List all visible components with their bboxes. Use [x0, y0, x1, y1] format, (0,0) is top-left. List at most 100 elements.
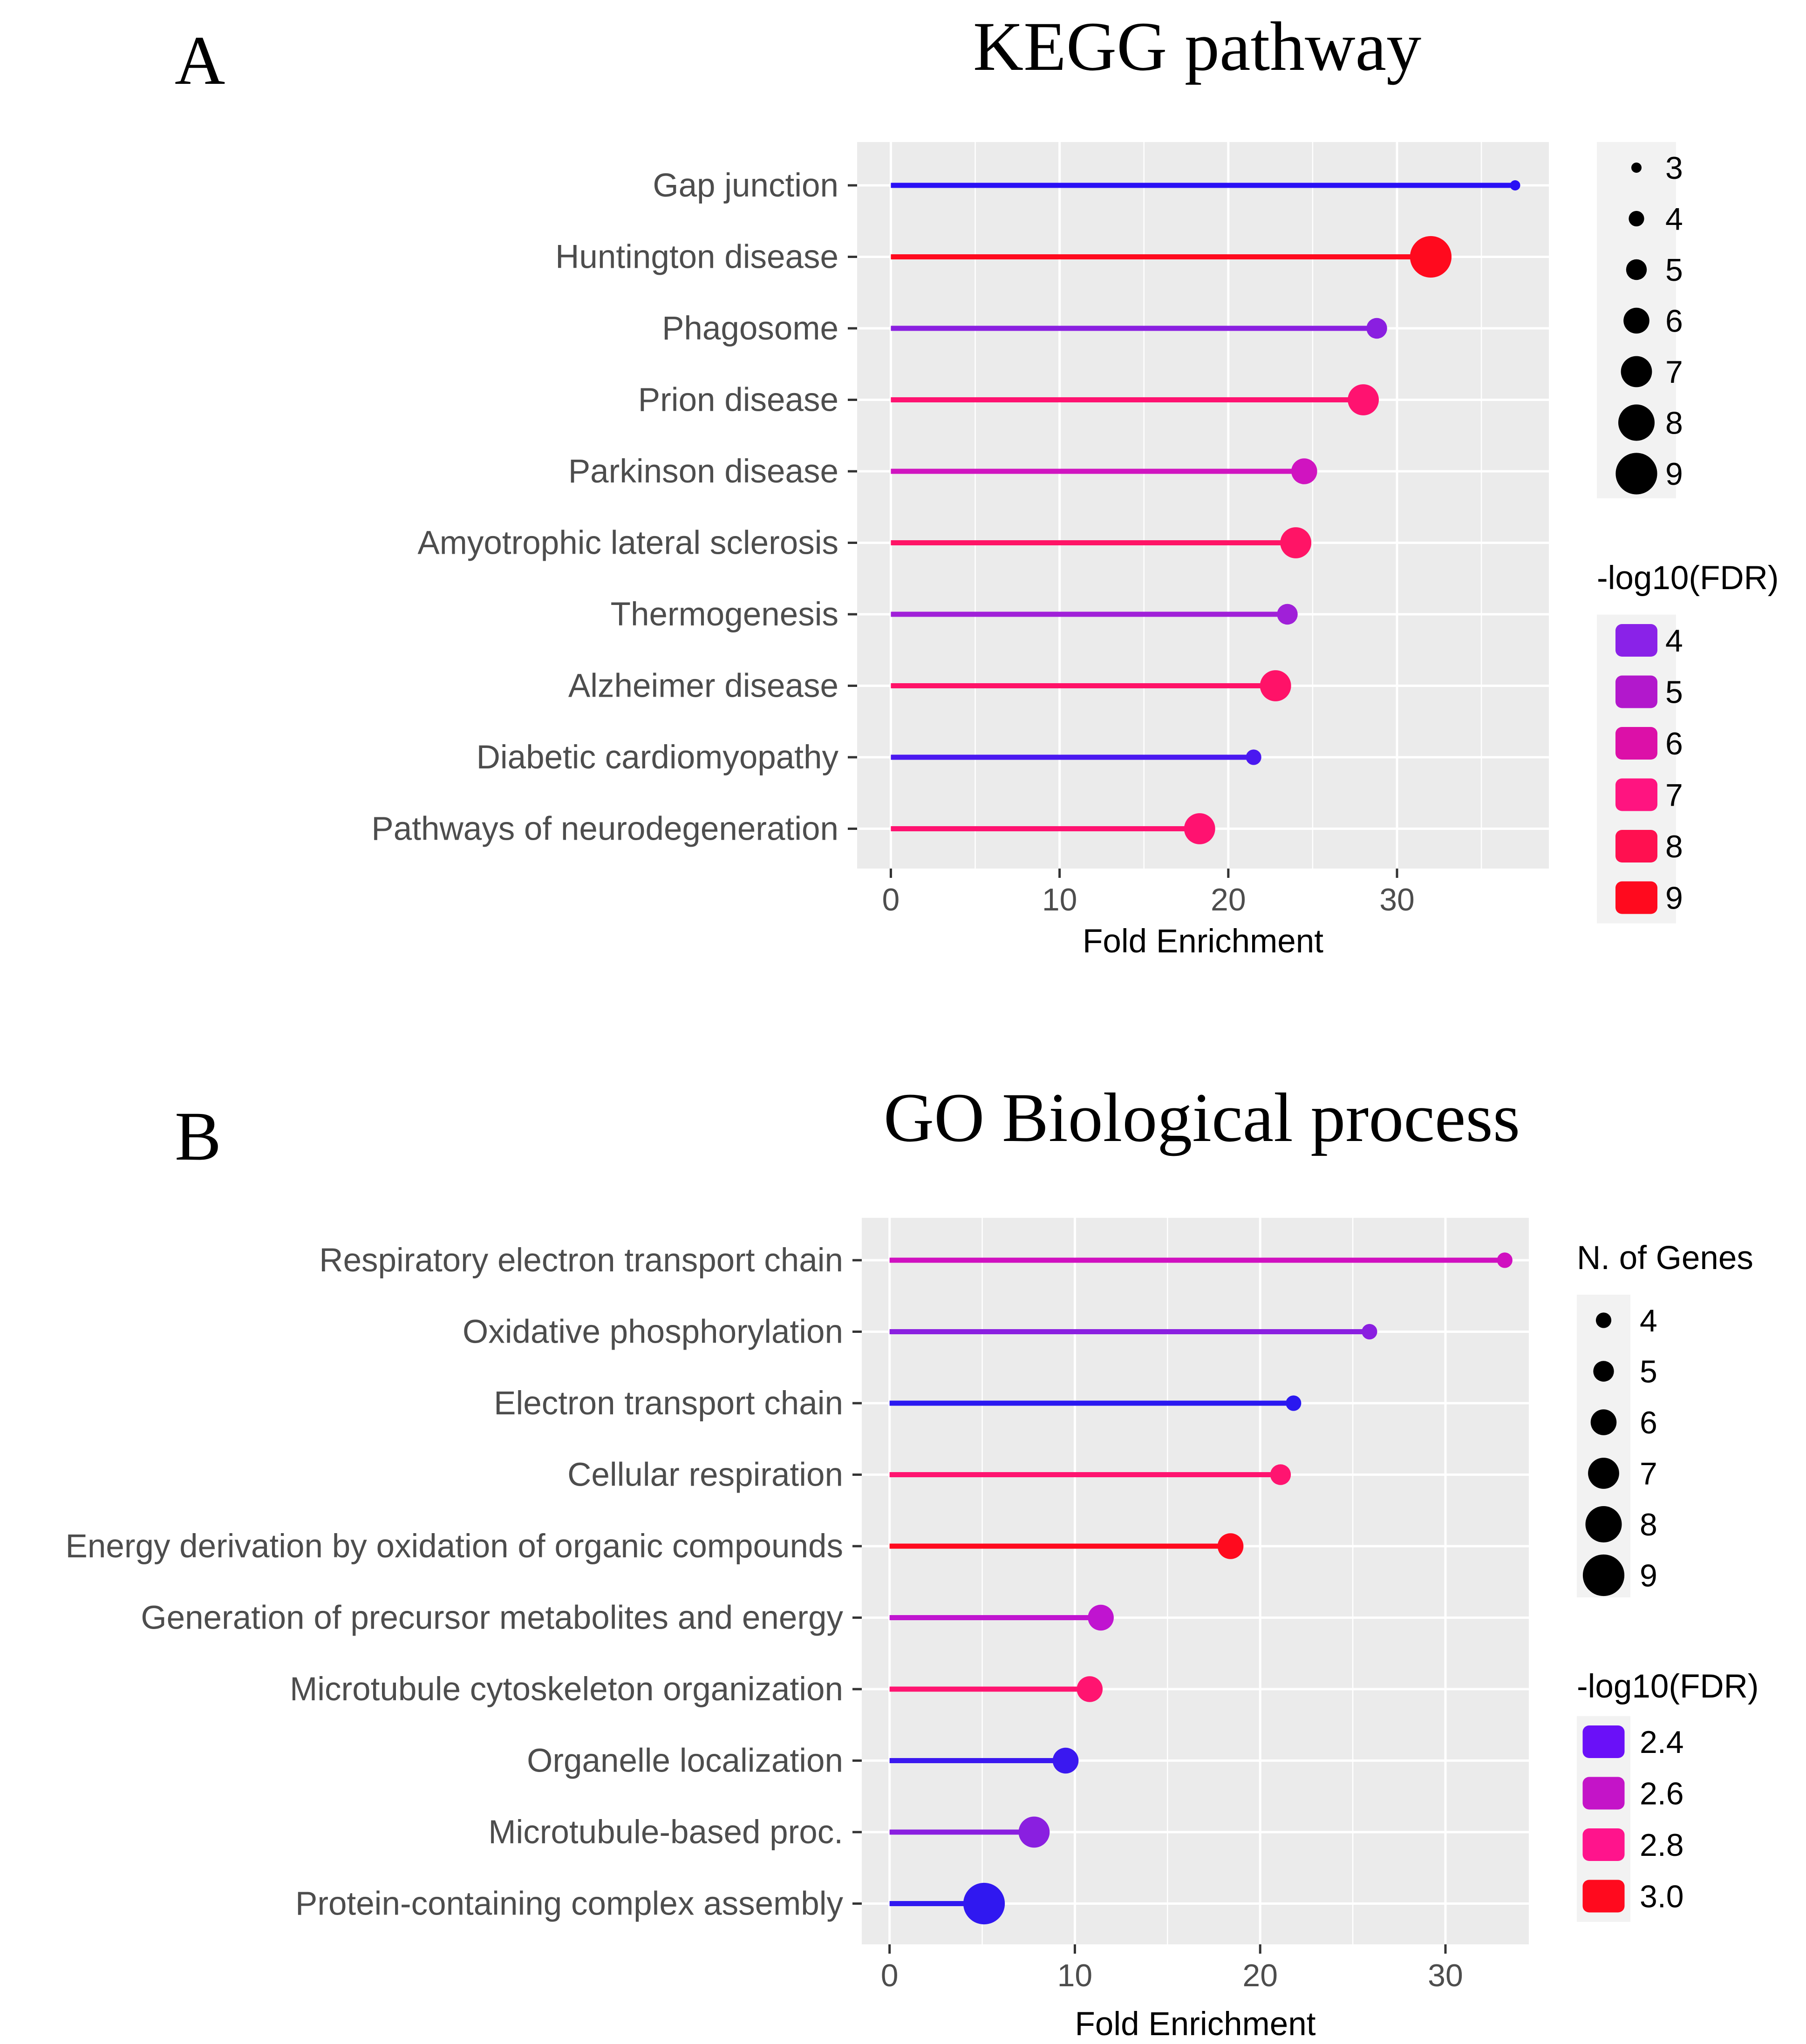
- color-legend-key: [1615, 830, 1657, 862]
- category-label: Phagosome: [662, 310, 838, 347]
- lollipop-point: [1052, 1747, 1079, 1774]
- size-legend-label: 5: [1640, 1354, 1657, 1390]
- color-legend-key: [1615, 624, 1657, 657]
- color-legend-label: 2.6: [1640, 1776, 1684, 1812]
- x-tick-label: 20: [1242, 1958, 1278, 1993]
- size-legend-key: [1593, 1361, 1614, 1382]
- color-legend-key: [1615, 778, 1657, 811]
- plot-background: [862, 1218, 1529, 1944]
- x-axis-label: Fold Enrichment: [1083, 923, 1323, 960]
- size-legend-label: 7: [1640, 1456, 1657, 1492]
- size-legend-key: [1618, 404, 1655, 441]
- size-legend-label: 4: [1665, 202, 1683, 237]
- x-tick-label: 0: [882, 882, 900, 917]
- x-tick-label: 10: [1042, 882, 1077, 917]
- lollipop-point: [1362, 1324, 1377, 1340]
- color-legend-label: 7: [1665, 778, 1683, 813]
- category-label: Pathways of neurodegeneration: [371, 811, 838, 848]
- lollipop-point: [1184, 813, 1215, 844]
- color-legend-key: [1582, 1777, 1625, 1810]
- size-legend-key: [1629, 211, 1644, 227]
- size-legend-label: 4: [1640, 1303, 1657, 1338]
- category-label: Diabetic cardiomyopathy: [477, 739, 839, 776]
- size-legend-key: [1615, 453, 1657, 495]
- color-legend-key: [1582, 1880, 1625, 1913]
- lollipop-point: [1291, 458, 1317, 484]
- category-label: Protein-containing complex assembly: [295, 1886, 844, 1922]
- size-legend-label: 9: [1640, 1558, 1657, 1594]
- size-legend-label: 7: [1665, 354, 1683, 390]
- color-legend-key: [1615, 881, 1657, 914]
- color-legend-label: 2.8: [1640, 1827, 1684, 1863]
- category-label: Respiratory electron transport chain: [319, 1242, 843, 1279]
- lollipop-point: [1018, 1816, 1050, 1848]
- lollipop-point: [1510, 180, 1520, 190]
- size-legend-label: 6: [1665, 304, 1683, 339]
- x-tick-label: 10: [1057, 1958, 1093, 1993]
- size-legend-key: [1588, 1458, 1619, 1489]
- chart-title: GO Biological process: [884, 1079, 1520, 1156]
- category-label: Huntington disease: [555, 239, 838, 276]
- panel-a-kegg-chart: A KEGG pathway Gap junction Huntington dise…: [175, 8, 1779, 960]
- color-legend-title: -log10(FDR): [1577, 1668, 1759, 1705]
- lollipop-point: [1286, 1395, 1302, 1411]
- chart-title: KEGG pathway: [973, 8, 1421, 85]
- panel-b-go-chart: B GO Biological process Respiratory electr…: [65, 1079, 1758, 2043]
- lollipop-point: [1260, 670, 1291, 701]
- color-legend-label: 2.4: [1640, 1725, 1684, 1760]
- panel-label: A: [175, 22, 225, 99]
- category-label: Organelle localization: [527, 1743, 843, 1779]
- category-label: Electron transport chain: [494, 1385, 843, 1422]
- category-label: Oxidative phosphorylation: [463, 1314, 843, 1351]
- size-legend-key: [1626, 259, 1647, 280]
- size-legend-label: 5: [1665, 252, 1683, 288]
- size-legend-label: 3: [1665, 150, 1683, 186]
- category-label: Microtubule-based proc.: [488, 1814, 843, 1851]
- lollipop-point: [1410, 236, 1452, 278]
- size-legend-key: [1595, 1312, 1612, 1328]
- category-label: Energy derivation by oxidation of organi…: [65, 1528, 843, 1565]
- color-legend-key: [1615, 675, 1657, 708]
- category-label: Cellular respiration: [567, 1457, 843, 1494]
- category-label: Amyotrophic lateral sclerosis: [417, 525, 838, 562]
- lollipop-point: [1088, 1604, 1114, 1631]
- size-legend-label: 9: [1665, 456, 1683, 492]
- lollipop-point: [1366, 318, 1387, 339]
- category-label: Microtubule cytoskeleton organization: [290, 1671, 843, 1708]
- category-label: Alzheimer disease: [568, 668, 838, 705]
- lollipop-point: [1277, 604, 1298, 625]
- category-label: Thermogenesis: [611, 596, 838, 633]
- lollipop-point: [1348, 384, 1379, 415]
- x-tick-label: 30: [1428, 1958, 1463, 1993]
- lollipop-point: [1246, 749, 1261, 765]
- color-legend-title: -log10(FDR): [1597, 560, 1779, 597]
- color-legend-key: [1582, 1725, 1625, 1758]
- category-label: Generation of precursor metabolites and …: [141, 1600, 843, 1637]
- size-legend-key: [1631, 163, 1642, 173]
- x-tick-label: 0: [881, 1958, 899, 1993]
- lollipop-point: [1497, 1252, 1513, 1268]
- color-legend-label: 5: [1665, 675, 1683, 710]
- color-legend-key: [1615, 727, 1657, 760]
- category-label: Parkinson disease: [568, 453, 838, 490]
- size-legend-key: [1585, 1506, 1622, 1542]
- color-legend-label: 8: [1665, 829, 1683, 864]
- size-legend-background: [1577, 1295, 1630, 1597]
- size-legend-label: 8: [1640, 1507, 1657, 1542]
- color-legend-label: 9: [1665, 881, 1683, 916]
- lollipop-point: [1270, 1464, 1291, 1485]
- lollipop-point: [1280, 527, 1312, 558]
- size-legend-title: N. of Genes: [1577, 1240, 1753, 1277]
- lollipop-point: [963, 1882, 1005, 1925]
- size-legend-label: 8: [1665, 406, 1683, 441]
- size-legend-label: 6: [1640, 1405, 1657, 1440]
- size-legend-key: [1590, 1409, 1617, 1435]
- category-label: Prion disease: [638, 382, 838, 419]
- panel-label: B: [175, 1098, 221, 1175]
- category-label: Gap junction: [653, 167, 838, 204]
- size-legend-key: [1623, 307, 1649, 334]
- lollipop-point: [1077, 1676, 1103, 1702]
- color-legend-key: [1582, 1828, 1625, 1861]
- size-legend-key: [1582, 1554, 1625, 1596]
